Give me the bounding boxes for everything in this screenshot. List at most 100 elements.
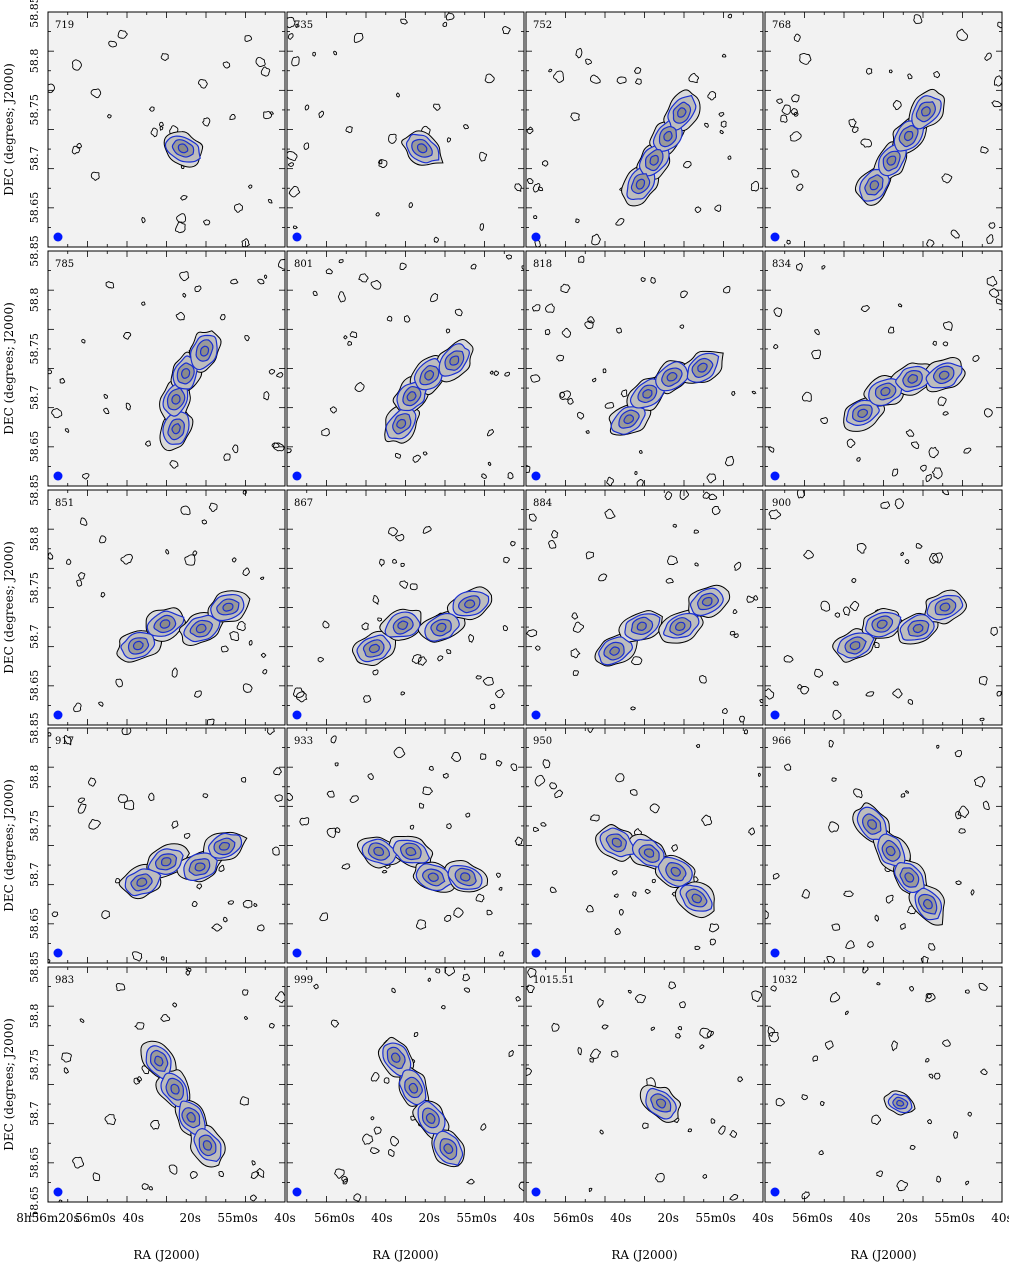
noise-contour bbox=[797, 684, 803, 690]
noise-contour bbox=[90, 88, 102, 99]
dec-tick-label: 58.85 bbox=[28, 712, 41, 744]
noise-contour bbox=[683, 160, 692, 169]
beam-ellipse bbox=[770, 710, 780, 720]
noise-contour bbox=[891, 468, 899, 477]
noise-contour bbox=[527, 967, 537, 978]
noise-contour bbox=[220, 645, 229, 653]
channel-velocity-label: 950 bbox=[533, 736, 552, 747]
noise-contour bbox=[193, 690, 202, 698]
noise-contour bbox=[796, 183, 804, 191]
noise-contour bbox=[250, 1171, 260, 1179]
noise-contour bbox=[160, 1014, 171, 1022]
noise-contour bbox=[231, 557, 237, 563]
noise-contour bbox=[326, 790, 335, 798]
noise-contour bbox=[386, 315, 393, 322]
source-peak-contour bbox=[427, 872, 439, 882]
noise-contour bbox=[606, 476, 614, 486]
noise-contour bbox=[688, 72, 699, 84]
noise-contour bbox=[599, 1129, 604, 1135]
noise-contour bbox=[222, 916, 228, 923]
noise-contour bbox=[64, 428, 70, 433]
noise-contour bbox=[176, 213, 187, 223]
noise-contour bbox=[885, 894, 894, 904]
noise-contour bbox=[274, 794, 283, 802]
noise-contour bbox=[48, 552, 54, 560]
dec-tick-label: 58.8 bbox=[28, 527, 41, 552]
noise-contour bbox=[591, 377, 597, 383]
noise-contour bbox=[526, 1067, 532, 1076]
noise-contour bbox=[638, 450, 643, 454]
noise-contour bbox=[936, 744, 940, 749]
noise-contour bbox=[392, 558, 398, 564]
ra-tick-label: 56m0s bbox=[792, 1211, 832, 1225]
source-peak-contour bbox=[449, 355, 460, 366]
noise-contour bbox=[317, 656, 324, 663]
noise-contour bbox=[92, 1172, 101, 1182]
noise-contour bbox=[727, 13, 733, 19]
beam-ellipse bbox=[53, 710, 63, 720]
source-peak-contour bbox=[885, 845, 896, 857]
noise-contour bbox=[634, 994, 646, 1004]
panel-background bbox=[287, 12, 524, 247]
noise-contour bbox=[936, 1175, 942, 1183]
noise-contour bbox=[422, 451, 428, 456]
noise-contour bbox=[358, 273, 369, 283]
noise-contour bbox=[189, 1171, 198, 1179]
noise-contour bbox=[372, 669, 379, 676]
noise-contour bbox=[615, 773, 625, 783]
dec-tick-label: 58.65 bbox=[28, 192, 41, 224]
ra-tick-label: 20s bbox=[896, 1211, 917, 1225]
noise-contour bbox=[781, 104, 791, 115]
noise-contour bbox=[925, 474, 932, 483]
channel-velocity-label: 933 bbox=[294, 736, 313, 747]
beam-ellipse bbox=[770, 232, 780, 242]
noise-contour bbox=[900, 551, 905, 557]
panel-background bbox=[287, 251, 524, 486]
channel-panel: 752 bbox=[525, 11, 764, 248]
source-peak-contour bbox=[663, 130, 673, 142]
noise-contour bbox=[616, 327, 622, 334]
noise-contour bbox=[786, 239, 791, 245]
noise-contour bbox=[484, 73, 495, 84]
source-peak-contour bbox=[171, 423, 181, 435]
channel-velocity-label: 884 bbox=[533, 498, 552, 509]
noise-contour bbox=[98, 701, 104, 707]
noise-contour bbox=[345, 125, 353, 134]
noise-contour bbox=[534, 645, 541, 651]
noise-contour bbox=[655, 1172, 665, 1183]
beam-ellipse bbox=[770, 1187, 780, 1197]
noise-contour bbox=[533, 215, 538, 220]
noise-contour bbox=[942, 1039, 951, 1047]
noise-contour bbox=[242, 567, 250, 576]
noise-contour bbox=[832, 680, 839, 686]
noise-contour bbox=[77, 797, 85, 804]
noise-contour bbox=[570, 648, 581, 659]
noise-contour bbox=[598, 573, 608, 582]
noise-contour bbox=[789, 131, 802, 142]
noise-contour bbox=[907, 73, 913, 80]
dec-tick-label: 58.65 bbox=[28, 1147, 41, 1179]
source-peak-contour bbox=[939, 602, 951, 612]
noise-contour bbox=[706, 473, 717, 484]
noise-contour bbox=[909, 985, 915, 992]
noise-contour bbox=[325, 268, 333, 275]
noise-contour bbox=[729, 1193, 739, 1201]
noise-contour bbox=[926, 239, 935, 247]
noise-contour bbox=[996, 690, 1002, 697]
noise-contour bbox=[495, 872, 501, 878]
source-peak-contour bbox=[907, 374, 918, 384]
noise-contour bbox=[250, 1194, 257, 1202]
noise-contour bbox=[953, 1131, 959, 1139]
beam-ellipse bbox=[292, 710, 302, 720]
channel-velocity-label: 801 bbox=[294, 259, 313, 270]
noise-contour bbox=[150, 1119, 160, 1130]
noise-contour bbox=[244, 335, 250, 342]
channel-velocity-label: 867 bbox=[294, 498, 313, 509]
noise-contour bbox=[610, 1050, 619, 1058]
noise-contour bbox=[920, 955, 929, 963]
contour-layer bbox=[292, 526, 516, 710]
noise-contour bbox=[242, 683, 253, 693]
channel-velocity-label: 735 bbox=[294, 20, 313, 31]
noise-contour bbox=[198, 79, 208, 89]
source-peak-contour bbox=[642, 389, 653, 399]
